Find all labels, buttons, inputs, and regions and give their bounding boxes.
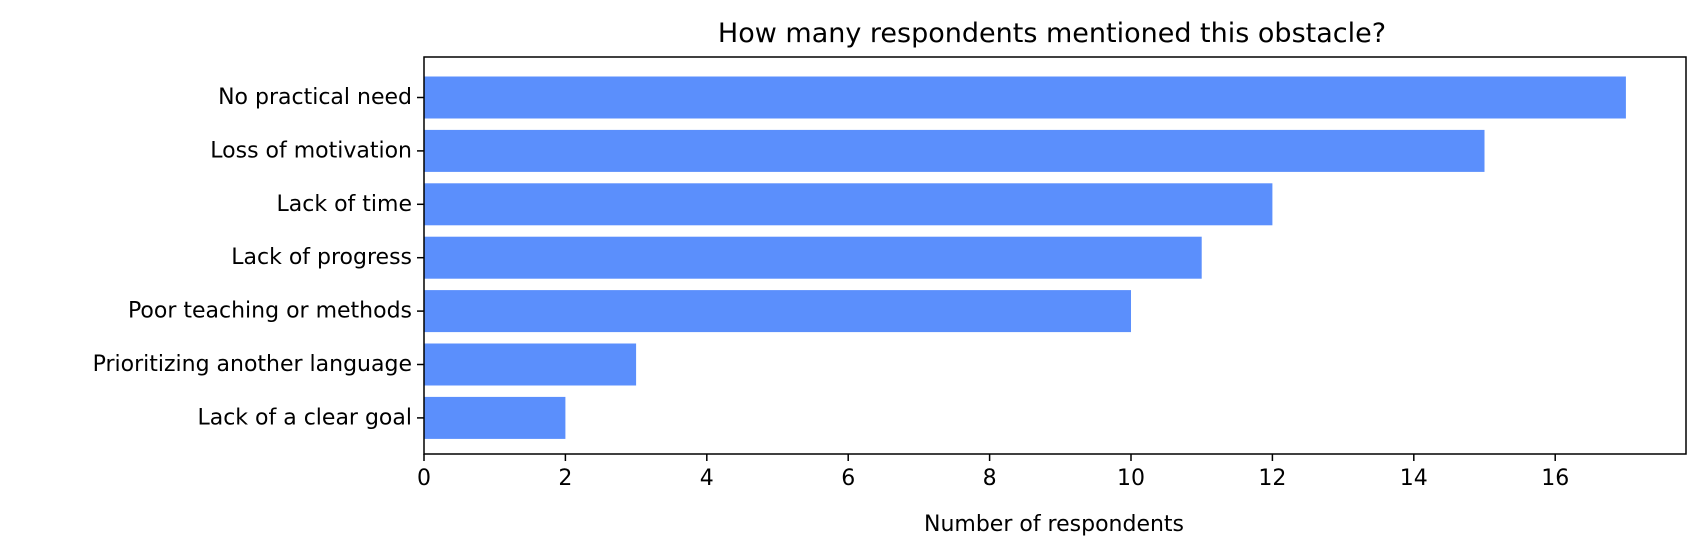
x-tick-label: 0 [417, 466, 431, 491]
x-axis-ticks: 0 2 4 6 8 10 12 14 16 [417, 454, 1569, 491]
category-label: Lack of time [277, 192, 412, 217]
category-label: No practical need [218, 85, 412, 110]
bar [424, 236, 1202, 279]
bar [424, 129, 1485, 172]
bar [424, 343, 637, 386]
bar [424, 183, 1273, 226]
x-tick-label: 6 [841, 466, 855, 491]
x-tick-label: 12 [1258, 466, 1286, 491]
x-axis-label: Number of respondents [924, 512, 1184, 537]
plot-frame [423, 56, 1687, 455]
x-tick-label: 4 [700, 466, 714, 491]
category-label: Poor teaching or methods [128, 299, 412, 324]
x-tick-label: 10 [1117, 466, 1145, 491]
x-tick-label: 16 [1541, 466, 1569, 491]
x-tick-label: 14 [1400, 466, 1428, 491]
category-label: Lack of a clear goal [197, 405, 412, 430]
bar [424, 290, 1132, 333]
category-label: Loss of motivation [210, 138, 412, 163]
bar [424, 396, 566, 439]
x-tick-label: 8 [983, 466, 997, 491]
bars [424, 76, 1626, 439]
chart-title: How many respondents mentioned this obst… [718, 18, 1386, 49]
category-label: Prioritizing another language [93, 352, 412, 377]
category-labels: No practical need Loss of motivation Lack … [93, 85, 424, 430]
category-label: Lack of progress [231, 245, 412, 270]
bar [424, 76, 1626, 119]
x-tick-label: 2 [558, 466, 572, 491]
